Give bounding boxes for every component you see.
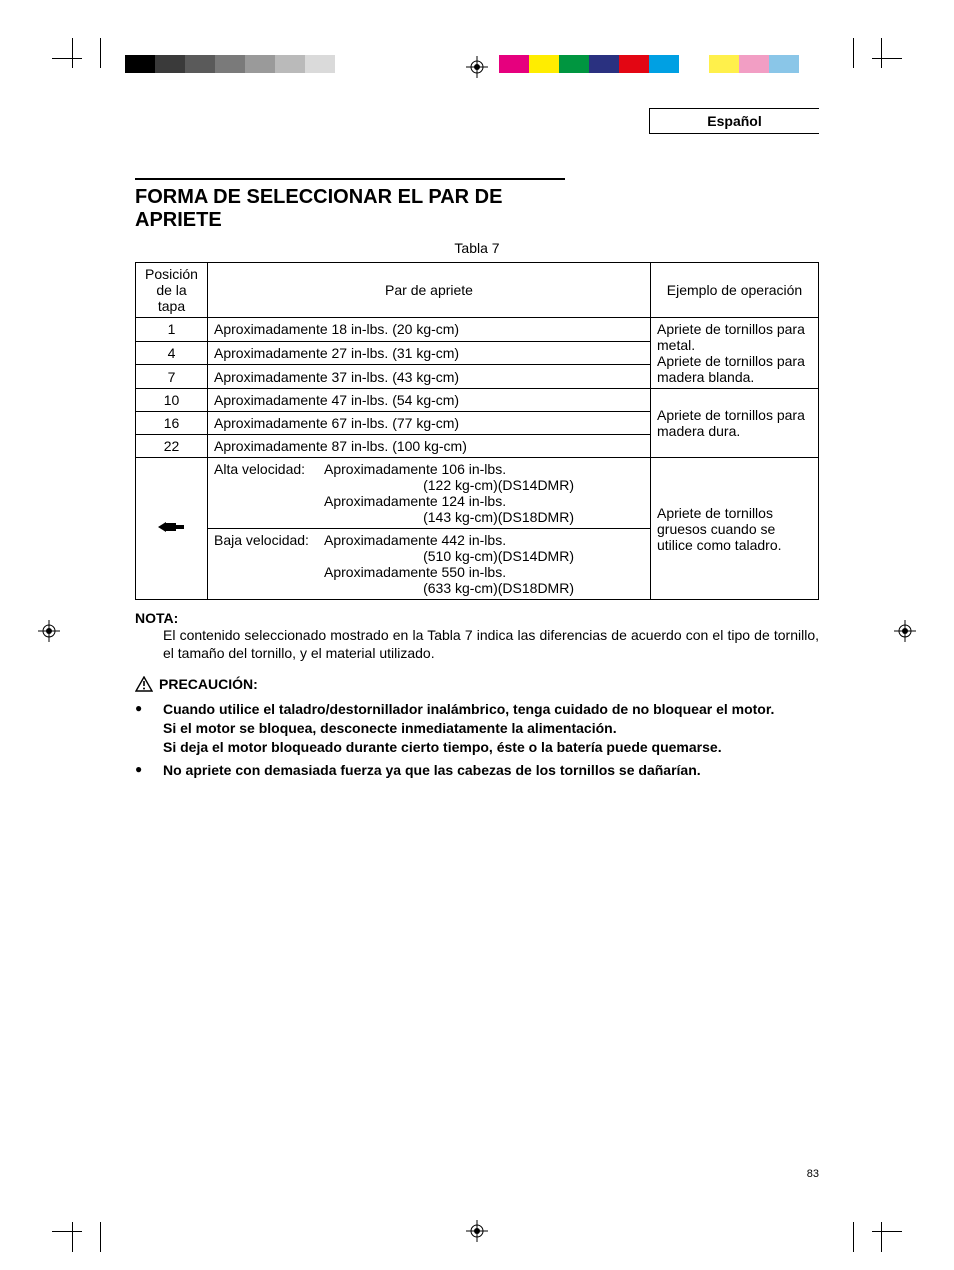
- color-swatch: [799, 55, 829, 73]
- color-swatch: [709, 55, 739, 73]
- table-row: 10 Aproximadamente 47 in-lbs. (54 kg-cm)…: [136, 389, 819, 412]
- registration-mark-icon: [38, 620, 60, 642]
- page-content: Español FORMA DE SELECCIONAR EL PAR DE A…: [135, 108, 819, 784]
- low-speed-val4: (633 kg-cm)(DS18DMR): [324, 580, 574, 596]
- cell-torque: Aproximadamente 37 in-lbs. (43 kg-cm): [208, 365, 651, 389]
- color-swatch: [739, 55, 769, 73]
- color-swatch: [769, 55, 799, 73]
- low-speed-label: Baja velocidad:: [214, 532, 324, 548]
- cell-low-speed: Baja velocidad: Aproximadamente 442 in-l…: [208, 529, 651, 600]
- precaution-item: Cuando utilice el taladro/destornillador…: [135, 700, 819, 757]
- crop-mark: [100, 1222, 130, 1252]
- table-caption: Tabla 7: [135, 240, 819, 256]
- cell-pos: 10: [136, 389, 208, 412]
- low-speed-val1: Aproximadamente 442 in-lbs.: [324, 532, 506, 548]
- cell-pos: 1: [136, 318, 208, 342]
- precaution-item: No apriete con demasiada fuerza ya que l…: [135, 761, 819, 780]
- drill-icon: [158, 520, 186, 534]
- precaution-list: Cuando utilice el taladro/destornillador…: [135, 700, 819, 780]
- low-speed-val3: Aproximadamente 550 in-lbs.: [324, 564, 506, 580]
- crop-mark: [852, 38, 882, 68]
- warning-icon: [135, 676, 153, 692]
- color-swatch: [335, 55, 365, 73]
- registration-mark-icon: [466, 1220, 488, 1242]
- table-row: 1 Aproximadamente 18 in-lbs. (20 kg-cm) …: [136, 318, 819, 342]
- torque-table: Posición de la tapa Par de apriete Ejemp…: [135, 262, 819, 600]
- language-label: Español: [649, 108, 819, 134]
- high-speed-val3: Aproximadamente 124 in-lbs.: [324, 493, 506, 509]
- cell-torque: Aproximadamente 18 in-lbs. (20 kg-cm): [208, 318, 651, 342]
- cell-pos: 7: [136, 365, 208, 389]
- th-example: Ejemplo de operación: [651, 263, 819, 318]
- color-swatch: [499, 55, 529, 73]
- cell-torque: Aproximadamente 47 in-lbs. (54 kg-cm): [208, 389, 651, 412]
- cell-torque: Aproximadamente 27 in-lbs. (31 kg-cm): [208, 341, 651, 365]
- crop-mark: [852, 1222, 882, 1252]
- color-swatch: [589, 55, 619, 73]
- color-swatch: [155, 55, 185, 73]
- page-number: 83: [807, 1168, 819, 1180]
- color-bar-right: [499, 55, 829, 73]
- crop-mark: [872, 58, 902, 59]
- color-bar-left: [125, 55, 365, 73]
- th-position: Posición de la tapa: [136, 263, 208, 318]
- crop-mark: [52, 58, 82, 59]
- color-swatch: [529, 55, 559, 73]
- color-swatch: [679, 55, 709, 73]
- table-row-drill: Alta velocidad: Aproximadamente 106 in-l…: [136, 458, 819, 529]
- cell-high-speed: Alta velocidad: Aproximadamente 106 in-l…: [208, 458, 651, 529]
- cell-example-group2: Apriete de tornillos para madera dura.: [651, 389, 819, 458]
- section-title: FORMA DE SELECCIONAR EL PAR DE APRIETE: [135, 178, 565, 232]
- language-header: Español: [135, 108, 819, 136]
- registration-mark-icon: [894, 620, 916, 642]
- crop-mark: [72, 38, 102, 68]
- color-swatch: [649, 55, 679, 73]
- cell-torque: Aproximadamente 87 in-lbs. (100 kg-cm): [208, 435, 651, 458]
- registration-mark-icon: [466, 56, 488, 78]
- precaution-heading: PRECAUCIÓN:: [159, 676, 258, 692]
- high-speed-val4: (143 kg-cm)(DS18DMR): [324, 509, 574, 525]
- cell-pos: 4: [136, 341, 208, 365]
- color-swatch: [305, 55, 335, 73]
- color-swatch: [559, 55, 589, 73]
- cell-drill-icon: [136, 458, 208, 600]
- color-swatch: [125, 55, 155, 73]
- cell-pos: 22: [136, 435, 208, 458]
- color-swatch: [215, 55, 245, 73]
- high-speed-label: Alta velocidad:: [214, 461, 324, 477]
- crop-mark: [824, 1222, 854, 1252]
- crop-mark: [72, 1222, 102, 1252]
- high-speed-val2: (122 kg-cm)(DS14DMR): [324, 477, 574, 493]
- high-speed-val1: Aproximadamente 106 in-lbs.: [324, 461, 506, 477]
- color-swatch: [619, 55, 649, 73]
- low-speed-val2: (510 kg-cm)(DS14DMR): [324, 548, 574, 564]
- note-body: El contenido seleccionado mostrado en la…: [163, 626, 819, 662]
- color-swatch: [245, 55, 275, 73]
- color-swatch: [185, 55, 215, 73]
- color-swatch: [275, 55, 305, 73]
- crop-mark: [872, 1231, 902, 1232]
- note-heading: NOTA:: [135, 610, 819, 626]
- th-torque: Par de apriete: [208, 263, 651, 318]
- cell-example-group1: Apriete de tornillos para metal. Apriete…: [651, 318, 819, 389]
- cell-pos: 16: [136, 412, 208, 435]
- cell-example-drill: Apriete de tornillos gruesos cuando se u…: [651, 458, 819, 600]
- cell-torque: Aproximadamente 67 in-lbs. (77 kg-cm): [208, 412, 651, 435]
- crop-mark: [52, 1231, 82, 1232]
